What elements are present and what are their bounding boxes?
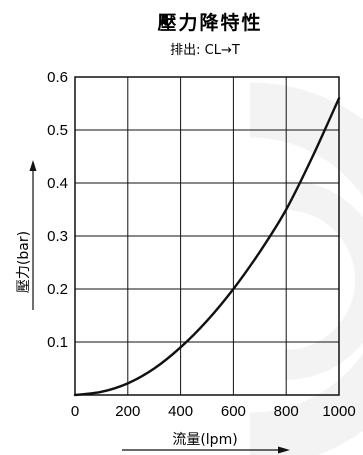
chart-subtitle: 排出: CL→T — [170, 43, 240, 58]
y-tick-label: 0.2 — [47, 281, 68, 298]
grid — [75, 77, 339, 395]
x-tick-label: 0 — [71, 403, 79, 420]
y-tick-label: 0.3 — [47, 228, 68, 245]
y-tick-label: 0.5 — [47, 122, 68, 139]
x-tick-label: 800 — [274, 403, 299, 420]
x-axis-label-group: 流量(lpm) — [122, 432, 290, 454]
y-tick-label: 0.6 — [47, 69, 68, 86]
y-axis-label-group: 壓力(bar) — [16, 160, 37, 310]
x-tick-label: 600 — [221, 403, 246, 420]
series-group — [73, 97, 341, 397]
x-axis-arrow-icon — [278, 446, 290, 454]
x-tick-label: 400 — [168, 403, 193, 420]
x-tick-label: 200 — [115, 403, 140, 420]
y-tick-label: 0.1 — [47, 334, 68, 351]
series-line — [73, 97, 341, 397]
y-tick-label: 0.4 — [47, 175, 68, 192]
y-axis-label: 壓力(bar) — [16, 231, 32, 293]
y-tick-labels: 0.1 0.2 0.3 0.4 0.5 0.6 — [47, 69, 68, 351]
x-tick-labels: 0 200 400 600 800 1000 — [71, 403, 356, 420]
plot-frame — [74, 76, 340, 396]
chart-title: 壓力降特性 — [157, 11, 262, 34]
watermark-swirl — [249, 82, 363, 455]
x-axis-label: 流量(lpm) — [172, 432, 237, 448]
x-tick-label: 1000 — [322, 403, 355, 420]
y-axis-arrow-icon — [29, 160, 37, 171]
